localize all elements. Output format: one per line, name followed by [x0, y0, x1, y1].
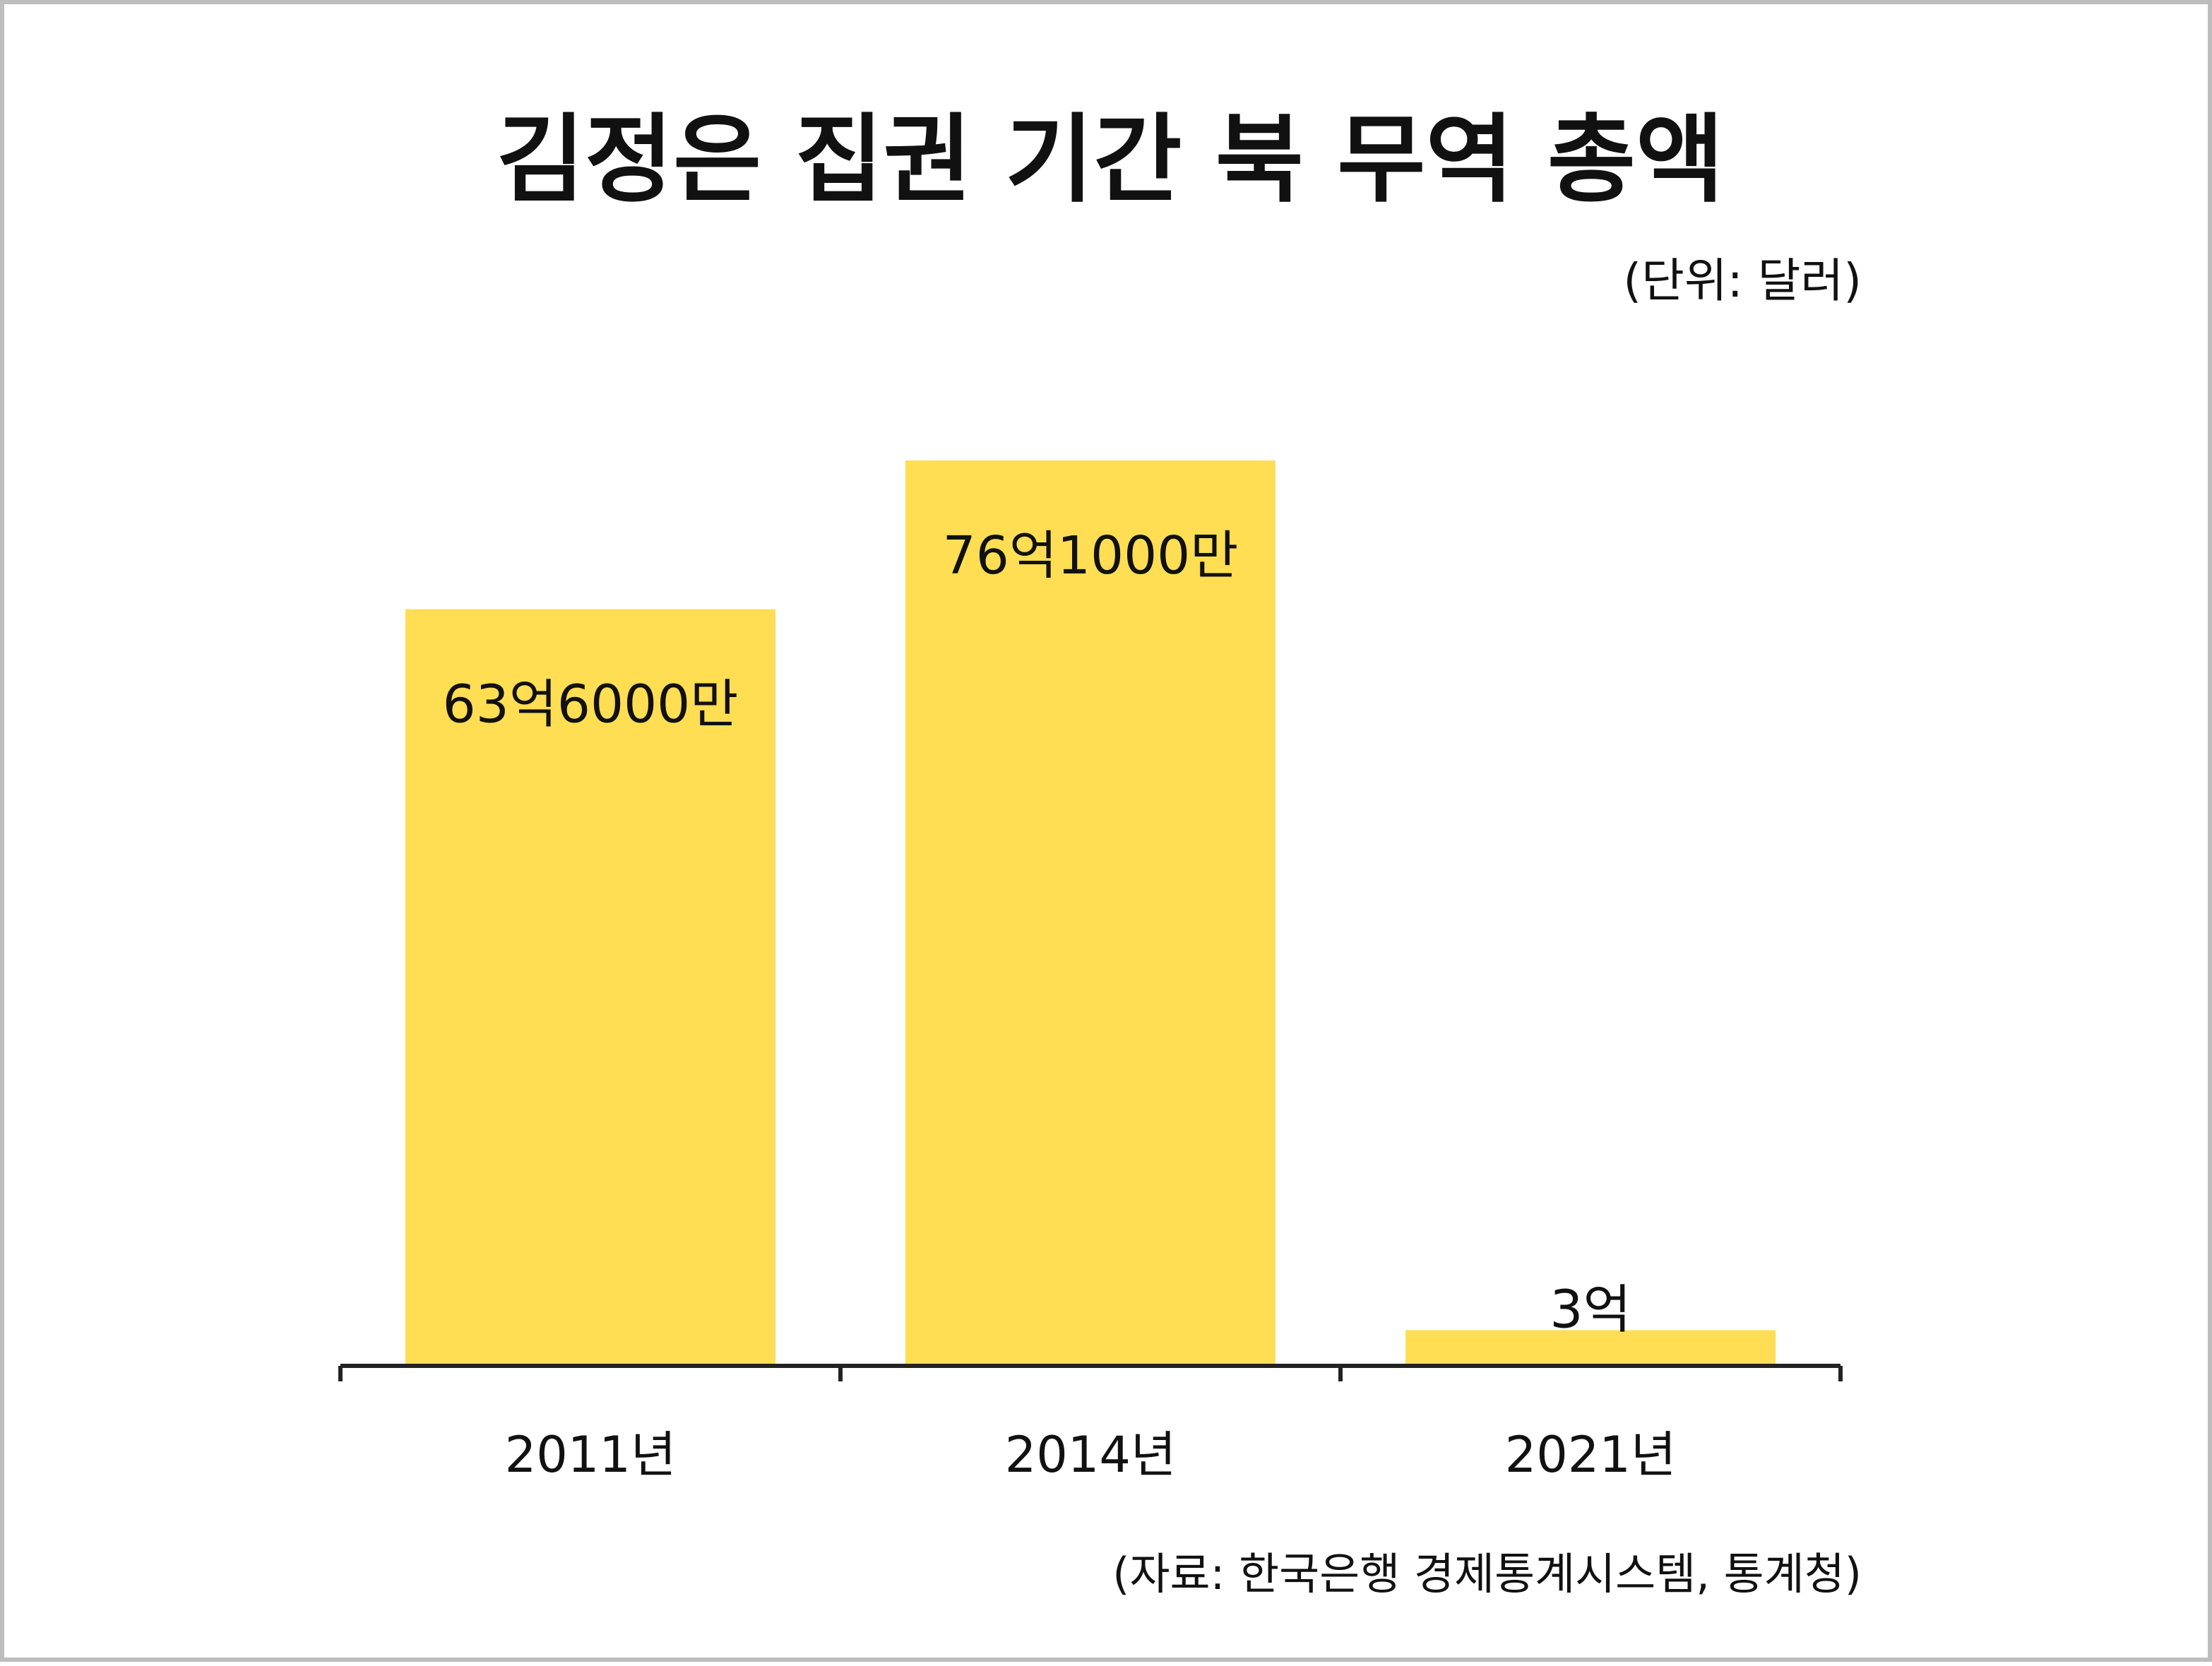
- chart-title: 김정은 집권 기간 북 무역 총액: [496, 105, 1725, 216]
- x-tick-label: 2014년: [1005, 1426, 1177, 1484]
- x-tick-label: 2021년: [1505, 1426, 1677, 1484]
- source-note: (자료: 한국은행 경제통계시스템, 통계청): [1112, 1548, 1862, 1600]
- data-label: 76억1000만: [943, 525, 1239, 586]
- bar-2014년: [905, 460, 1276, 1366]
- bar-chart: 63억6000만 2011년 76억1000만 2014년 3억 2021년: [338, 460, 1843, 1484]
- bar-2021년: [1405, 1330, 1776, 1366]
- x-tick-label: 2011년: [505, 1426, 677, 1484]
- data-label: 3억: [1550, 1279, 1631, 1340]
- bar-2011년: [405, 609, 775, 1367]
- data-label: 63억6000만: [443, 674, 739, 735]
- unit-note: (단위: 달러): [1623, 254, 1862, 308]
